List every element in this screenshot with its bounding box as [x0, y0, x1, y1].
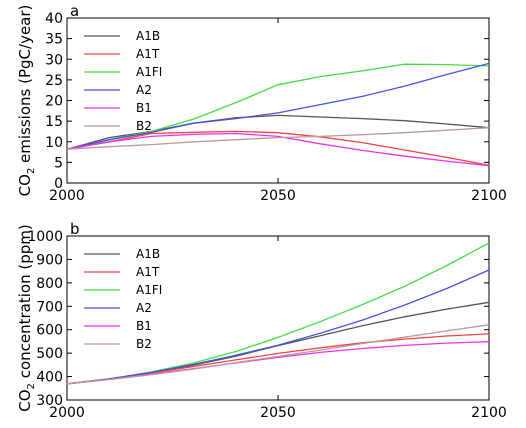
y-tick-label: 700: [36, 299, 63, 315]
series-line-b1: [66, 132, 490, 167]
x-tick-label: 2000: [49, 188, 85, 204]
legend-label-a1fi: A1FI: [136, 65, 162, 79]
y-tick-label: 40: [45, 11, 63, 27]
legend: A1B A1T A1FI A2 B1 B2: [84, 29, 162, 133]
legend-label-a2: A2: [136, 301, 152, 315]
legend-label-a1b: A1B: [136, 29, 160, 43]
legend-label-a1b: A1B: [136, 247, 160, 261]
legend-label-a2: A2: [136, 83, 152, 97]
legend-label-a1t: A1T: [136, 265, 160, 279]
y-tick-label: 1000: [27, 229, 63, 245]
y-tick-label: 10: [45, 135, 63, 151]
panel-a: 0 5 10 15 20 25 30 35 40 2000 2050 2100 a CO2 emissio…: [16, 2, 507, 204]
y-tick-label: 800: [36, 276, 63, 292]
y-tick-label: 30: [45, 52, 63, 68]
y-tick-label: 400: [36, 370, 63, 386]
legend-label-a1t: A1T: [136, 47, 160, 61]
series-line-a2: [66, 269, 490, 385]
y-tick-label: 20: [45, 94, 63, 110]
series-line-a1b: [66, 301, 490, 385]
x-tick-label: 2000: [49, 405, 85, 421]
y-axis-title: CO2 emissions (PgC/year): [16, 5, 37, 197]
panel-letter: a: [70, 2, 79, 20]
y-tick-label: 500: [36, 346, 63, 362]
y-tick-label: 900: [36, 252, 63, 268]
legend: A1B A1T A1FI A2 B1 B2: [84, 247, 162, 351]
y-axis-title: CO2 concentration (ppm): [16, 224, 37, 411]
y-tick-label: 15: [45, 114, 63, 130]
legend-label-b1: B1: [136, 319, 152, 333]
x-tick-label: 2050: [260, 188, 296, 204]
series-line-a2: [66, 62, 490, 150]
legend-label-b2: B2: [136, 337, 152, 351]
series-line-b2: [66, 127, 490, 150]
panel-b: 300 400 500 600 700 800 900 1000 2000 2050 2100 b CO…: [16, 220, 507, 421]
y-tick-label: 0: [54, 176, 63, 192]
y-tick-label: 600: [36, 323, 63, 339]
y-tick-label: 35: [45, 32, 63, 48]
series-line-b2: [66, 324, 490, 385]
legend-label-b1: B1: [136, 101, 152, 115]
x-tick-label: 2050: [260, 405, 296, 421]
y-tick-label: 5: [54, 155, 63, 171]
series-line-a1b: [66, 114, 490, 150]
y-tick-label: 300: [36, 393, 63, 409]
legend-label-a1fi: A1FI: [136, 283, 162, 297]
y-tick-label: 25: [45, 73, 63, 89]
x-tick-label: 2100: [471, 188, 507, 204]
panel-letter: b: [70, 220, 80, 238]
legend-label-b2: B2: [136, 119, 152, 133]
series-line-a1t: [66, 130, 490, 166]
x-tick-label: 2100: [471, 405, 507, 421]
